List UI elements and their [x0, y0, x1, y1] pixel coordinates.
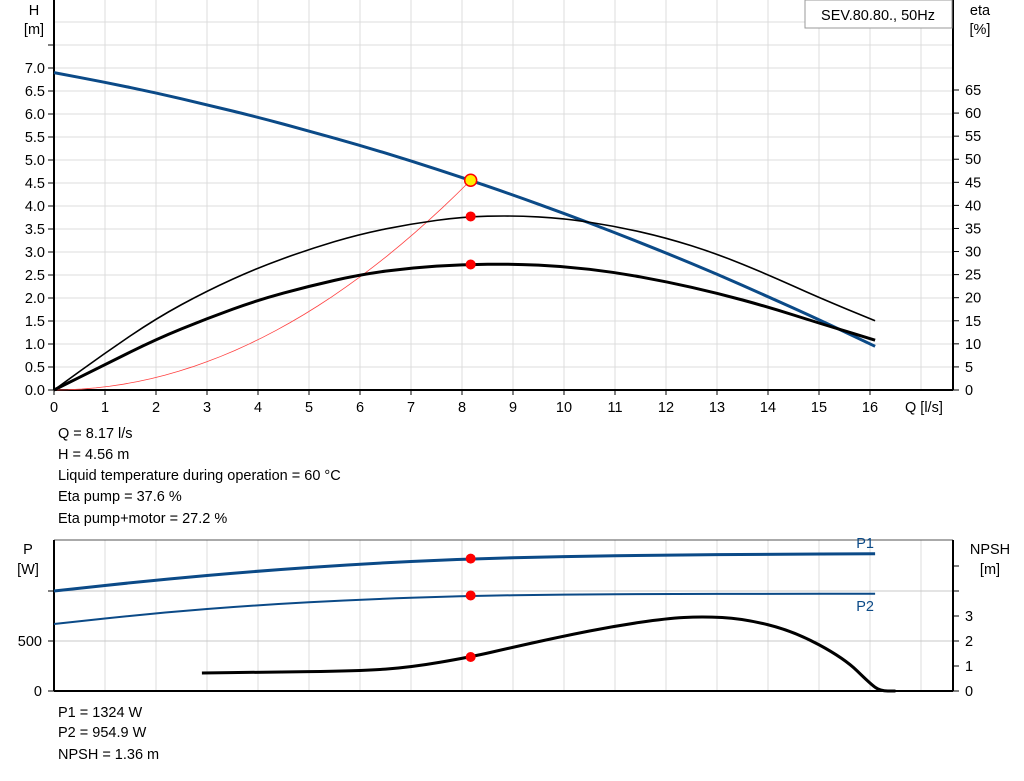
y-tick-label: 2.5 — [25, 268, 45, 284]
operating-point-h — [463, 173, 478, 187]
info-eta-total: Eta pump+motor = 27.2 % — [58, 511, 228, 527]
npsh-axis-label: NPSH — [970, 542, 1010, 558]
y-axis-label: H — [29, 3, 39, 19]
y2-tick-label: 0 — [965, 383, 973, 399]
series-label-p1: P1 — [856, 536, 874, 552]
x-tick-label: 11 — [607, 400, 622, 416]
operating-point-eta-total — [465, 259, 476, 270]
y-tick-label: 0.5 — [25, 360, 45, 376]
operating-point-eta-pump — [465, 211, 476, 222]
curve-eta-total — [53, 262, 876, 392]
y2-axis-label: eta — [970, 3, 991, 19]
y2-tick-label: 55 — [965, 129, 981, 145]
y2-tick-label: 45 — [965, 175, 981, 191]
curve-p2 — [53, 592, 876, 625]
curve-npsh — [201, 615, 896, 693]
operating-point-p2 — [465, 590, 476, 601]
npsh-tick-label: 1 — [965, 659, 973, 675]
x-tick-label: 0 — [50, 400, 58, 416]
info-temp: Liquid temperature during operation = 60… — [58, 468, 341, 484]
info-q: Q = 8.17 l/s — [58, 426, 133, 442]
x-tick-label: 9 — [509, 400, 517, 416]
y2-axis-unit: [%] — [970, 22, 991, 38]
y-tick-label: 4.5 — [25, 176, 45, 192]
y-tick-label: 3.5 — [25, 222, 45, 238]
info-p1: P1 = 1324 W — [58, 705, 143, 721]
npsh-tick-label: 0 — [965, 684, 973, 700]
y-tick-label: 2.0 — [25, 291, 45, 307]
x-tick-label: 14 — [760, 400, 776, 416]
y2-tick-label: 15 — [965, 314, 981, 330]
y2-tick-label: 30 — [965, 245, 981, 261]
x-tick-label: 3 — [203, 400, 211, 416]
y2-tick-label: 5 — [965, 360, 973, 376]
p-tick-label: 0 — [34, 684, 42, 700]
y2-tick-label: 65 — [965, 83, 981, 99]
y-tick-label: 5.0 — [25, 153, 45, 169]
npsh-tick-label: 3 — [965, 609, 973, 625]
curve-p1 — [53, 552, 876, 593]
curve-H — [53, 71, 876, 348]
y2-tick-label: 25 — [965, 268, 981, 284]
y-tick-label: 1.0 — [25, 337, 45, 353]
operating-point-p1 — [465, 553, 476, 564]
y-tick-label: 1.5 — [25, 314, 45, 330]
p-axis-unit: [W] — [17, 562, 39, 578]
x-tick-label: 16 — [862, 400, 878, 416]
y-tick-label: 0.0 — [25, 383, 45, 399]
x-tick-label: 8 — [458, 400, 466, 416]
curve-eta-pump — [53, 215, 876, 391]
x-axis-label: Q [l/s] — [905, 400, 943, 416]
x-tick-label: 12 — [658, 400, 674, 416]
y-tick-label: 3.0 — [25, 245, 45, 261]
x-tick-label: 2 — [152, 400, 160, 416]
x-tick-label: 15 — [811, 400, 827, 416]
y2-tick-label: 35 — [965, 221, 981, 237]
x-tick-label: 7 — [407, 400, 415, 416]
y2-tick-label: 50 — [965, 152, 981, 168]
y2-tick-label: 60 — [965, 106, 981, 122]
p-tick-label: 500 — [18, 634, 42, 650]
info-npsh: NPSH = 1.36 m — [58, 747, 160, 763]
x-tick-label: 5 — [305, 400, 313, 416]
y-tick-label: 6.0 — [25, 107, 45, 123]
npsh-tick-label: 2 — [965, 634, 973, 650]
y2-tick-label: 40 — [965, 198, 981, 214]
y-tick-label: 6.5 — [25, 84, 45, 100]
x-tick-label: 4 — [254, 400, 262, 416]
info-h: H = 4.56 m — [58, 447, 130, 463]
y2-tick-label: 20 — [965, 291, 981, 307]
y-tick-label: 4.0 — [25, 199, 45, 215]
x-tick-label: 1 — [101, 400, 109, 416]
y-tick-label: 7.0 — [25, 61, 45, 77]
x-tick-label: 10 — [556, 400, 572, 416]
info-p2: P2 = 954.9 W — [58, 725, 147, 741]
x-tick-label: 6 — [356, 400, 364, 416]
chart-title: SEV.80.80., 50Hz — [821, 8, 935, 24]
npsh-axis-unit: [m] — [980, 562, 1000, 578]
y-axis-unit: [m] — [24, 22, 44, 38]
system-curve — [53, 179, 471, 391]
y2-tick-label: 10 — [965, 337, 981, 353]
operating-point-npsh — [465, 652, 476, 662]
x-tick-label: 13 — [709, 400, 725, 416]
y-tick-label: 5.5 — [25, 130, 45, 146]
p-axis-label: P — [23, 542, 33, 558]
info-eta-pump: Eta pump = 37.6 % — [58, 489, 182, 505]
series-label-p2: P2 — [856, 599, 874, 615]
legend-box — [804, 0, 953, 29]
